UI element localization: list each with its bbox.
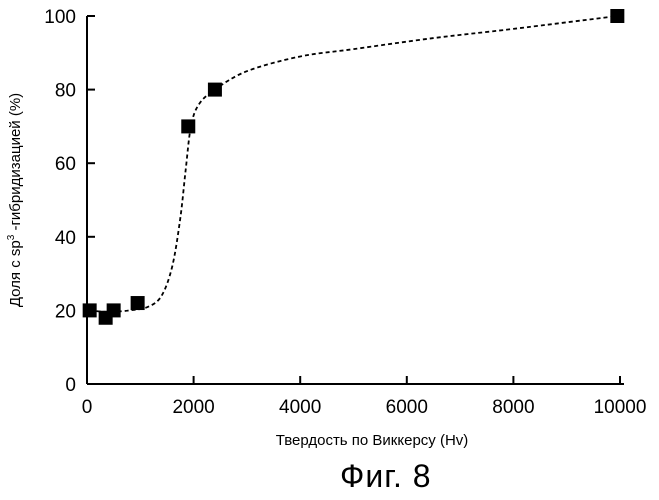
data-points [82,9,625,325]
y-tick-label: 100 [44,7,76,28]
y-tick-label: 0 [65,375,76,396]
y-axis-title: Доля с sp3 -гибридизацией (%) [6,93,24,307]
x-axis-title: Твердость по Виккерсу (Hv) [276,432,469,449]
axes [86,15,624,385]
y-axis-title-superscript: 3 [6,234,17,240]
data-point [106,303,121,318]
data-point [610,9,625,23]
x-tick-label: 2000 [172,397,214,418]
x-tick-labels: 0 2000 4000 6000 8000 10000 [82,397,647,418]
x-tick-label: 4000 [279,397,321,418]
x-tick-label: 8000 [492,397,534,418]
trend-line [89,15,618,313]
y-tick-labels: 0 20 40 60 80 100 [44,7,76,396]
data-point [181,119,196,134]
x-tick-label: 6000 [386,397,428,418]
data-point [207,82,222,97]
y-tick-label: 60 [55,154,76,175]
y-axis-title-suffix: -гибридизацией (%) [7,93,24,235]
x-tick-label: 0 [82,397,93,418]
y-axis-title-prefix: Доля с sp [7,240,24,307]
x-tick-label: 10000 [594,397,647,418]
trend-line-group [89,15,618,313]
y-tick-label: 80 [55,81,76,102]
figure-caption: Фиг. 8 [340,458,432,494]
y-tick-label: 40 [55,228,76,249]
data-point [82,303,97,318]
y-tick-label: 20 [55,301,76,322]
data-point [130,296,145,311]
